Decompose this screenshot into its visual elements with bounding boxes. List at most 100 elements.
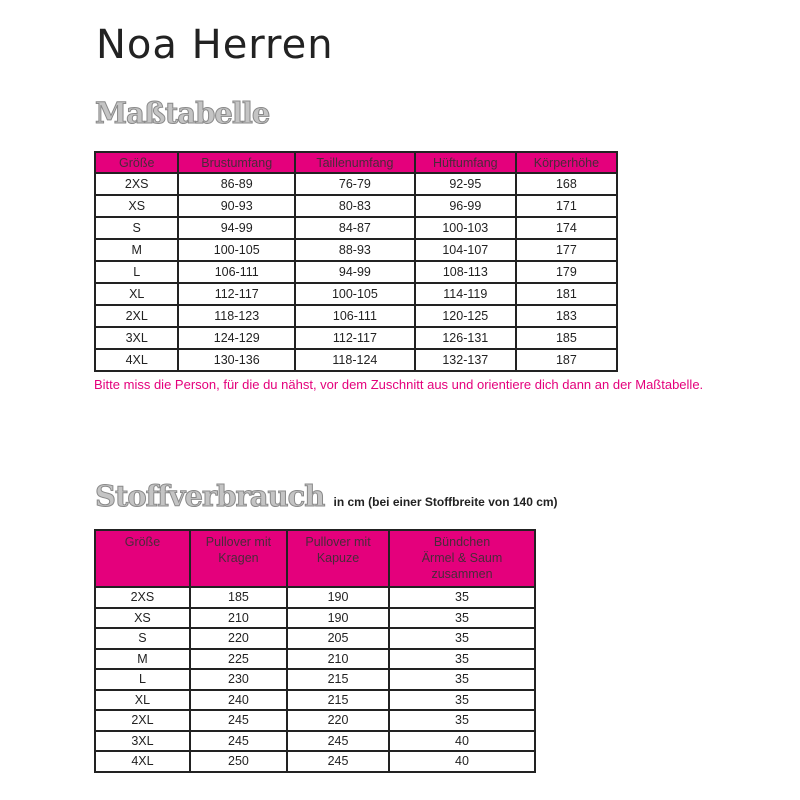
table-cell: 86-89 bbox=[177, 172, 297, 196]
table-cell: 114-119 bbox=[413, 282, 517, 306]
table-cell: 108-113 bbox=[413, 260, 517, 284]
fabric-table: Größe Pullover mit Kragen Pullover mit Kap… bbox=[94, 529, 536, 773]
table-row: 2XL 245 220 35 bbox=[94, 709, 536, 732]
table-cell: 76-79 bbox=[294, 172, 416, 196]
table-cell: 240 bbox=[188, 688, 289, 711]
table-cell: 245 bbox=[188, 729, 289, 752]
table-cell: M bbox=[93, 238, 180, 262]
table-cell: 94-99 bbox=[177, 216, 297, 240]
fabric-heading-wrap: Stoffverbrauch in cm (bei einer Stoffbre… bbox=[94, 479, 558, 514]
table-cell: 40 bbox=[388, 750, 536, 773]
table-cell: 220 bbox=[286, 709, 391, 732]
table-cell: 35 bbox=[388, 586, 536, 609]
table-cell: 96-99 bbox=[413, 194, 517, 218]
table-row: M 225 210 35 bbox=[94, 647, 536, 670]
table-cell: 168 bbox=[514, 172, 619, 196]
table-cell: 2XL bbox=[94, 709, 191, 732]
table-cell: 2XS bbox=[94, 586, 191, 609]
table-cell: L bbox=[94, 668, 191, 691]
table-cell: 181 bbox=[514, 282, 619, 306]
column-header: Größe bbox=[93, 151, 180, 174]
table-row: L 106-111 94-99 108-113 179 bbox=[93, 260, 619, 284]
table-cell: 225 bbox=[188, 647, 289, 670]
table-cell: 177 bbox=[514, 238, 619, 262]
table-cell: 250 bbox=[188, 750, 289, 773]
table-cell: 245 bbox=[286, 729, 391, 752]
table-cell: 245 bbox=[286, 750, 391, 773]
table-cell: 92-95 bbox=[413, 172, 517, 196]
table-row: 3XL 124-129 112-117 126-131 185 bbox=[93, 326, 619, 350]
table-cell: 100-103 bbox=[413, 216, 517, 240]
table-cell: 4XL bbox=[94, 750, 191, 773]
fabric-subheading: in cm (bei einer Stoffbreite von 140 cm) bbox=[333, 495, 558, 509]
size-chart-table: Größe Brustumfang Taillenumfang Hüftumfang K… bbox=[93, 151, 619, 372]
table-cell: 126-131 bbox=[413, 326, 517, 350]
table-cell: L bbox=[93, 260, 180, 284]
table-row: 2XS 185 190 35 bbox=[94, 586, 536, 609]
column-header: Pullover mit Kapuze bbox=[286, 529, 391, 588]
table-cell: 35 bbox=[388, 668, 536, 691]
table-cell: 94-99 bbox=[294, 260, 416, 284]
table-cell: 185 bbox=[188, 586, 289, 609]
table-row: 3XL 245 245 40 bbox=[94, 729, 536, 752]
column-header: Brustumfang bbox=[177, 151, 297, 174]
table-cell: 90-93 bbox=[177, 194, 297, 218]
table-cell: 112-117 bbox=[294, 326, 416, 350]
table-cell: 2XS bbox=[93, 172, 180, 196]
table-cell: 35 bbox=[388, 627, 536, 650]
table-cell: S bbox=[94, 627, 191, 650]
column-header: Taillenumfang bbox=[294, 151, 416, 174]
table-cell: M bbox=[94, 647, 191, 670]
table-cell: 187 bbox=[514, 348, 619, 372]
table-cell: 245 bbox=[188, 709, 289, 732]
table-cell: 183 bbox=[514, 304, 619, 328]
table-cell: XL bbox=[93, 282, 180, 306]
table-row: XL 112-117 100-105 114-119 181 bbox=[93, 282, 619, 306]
table-cell: 84-87 bbox=[294, 216, 416, 240]
table-row: XS 90-93 80-83 96-99 171 bbox=[93, 194, 619, 218]
table-cell: 215 bbox=[286, 668, 391, 691]
column-header: Größe bbox=[94, 529, 191, 588]
table-cell: 3XL bbox=[93, 326, 180, 350]
table-cell: 220 bbox=[188, 627, 289, 650]
fabric-heading: Stoffverbrauch bbox=[94, 479, 325, 514]
table-cell: 124-129 bbox=[177, 326, 297, 350]
table-row: L 230 215 35 bbox=[94, 668, 536, 691]
table-cell: 100-105 bbox=[177, 238, 297, 262]
table-cell: 205 bbox=[286, 627, 391, 650]
table-cell: 100-105 bbox=[294, 282, 416, 306]
table-cell: 104-107 bbox=[413, 238, 517, 262]
table-cell: 230 bbox=[188, 668, 289, 691]
column-header: Körperhöhe bbox=[514, 151, 619, 174]
table-cell: 185 bbox=[514, 326, 619, 350]
table-cell: 2XL bbox=[93, 304, 180, 328]
table-cell: 80-83 bbox=[294, 194, 416, 218]
table-cell: S bbox=[93, 216, 180, 240]
table-cell: XS bbox=[93, 194, 180, 218]
table-cell: 130-136 bbox=[177, 348, 297, 372]
table-cell: 106-111 bbox=[177, 260, 297, 284]
table-row: 2XL 118-123 106-111 120-125 183 bbox=[93, 304, 619, 328]
table-cell: 35 bbox=[388, 606, 536, 629]
table-cell: 190 bbox=[286, 606, 391, 629]
table-cell: 112-117 bbox=[177, 282, 297, 306]
table-cell: 179 bbox=[514, 260, 619, 284]
table-cell: 3XL bbox=[94, 729, 191, 752]
page-title: Noa Herren bbox=[96, 22, 334, 68]
table-cell: 210 bbox=[188, 606, 289, 629]
table-cell: 118-124 bbox=[294, 348, 416, 372]
table-cell: 88-93 bbox=[294, 238, 416, 262]
table-cell: 132-137 bbox=[413, 348, 517, 372]
table-row: XS 210 190 35 bbox=[94, 606, 536, 629]
table-cell: 40 bbox=[388, 729, 536, 752]
table-cell: 118-123 bbox=[177, 304, 297, 328]
table-row: S 94-99 84-87 100-103 174 bbox=[93, 216, 619, 240]
table-cell: 35 bbox=[388, 647, 536, 670]
table-cell: 106-111 bbox=[294, 304, 416, 328]
table-cell: 190 bbox=[286, 586, 391, 609]
table-cell: 35 bbox=[388, 688, 536, 711]
table-cell: 174 bbox=[514, 216, 619, 240]
table-cell: XL bbox=[94, 688, 191, 711]
table-cell: XS bbox=[94, 606, 191, 629]
table-row: 2XS 86-89 76-79 92-95 168 bbox=[93, 172, 619, 196]
